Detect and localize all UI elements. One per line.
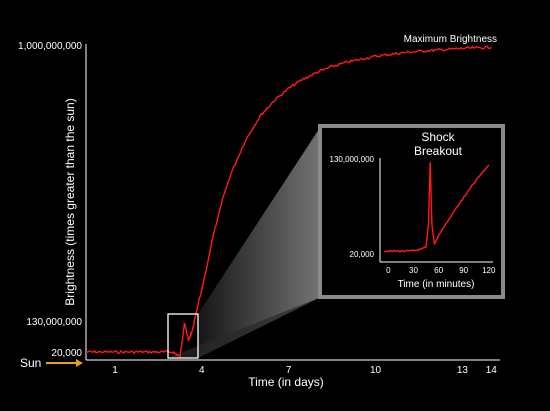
x-tick-labels: 1 4 7 10 13 14 (112, 365, 497, 376)
y-axis-label: Brightness (times greater than the sun) (63, 98, 77, 305)
inset-title: Shock Breakout (414, 130, 463, 158)
zoom-cone-bottom (168, 297, 321, 358)
x-axis-label: Time (in days) (248, 375, 324, 389)
x-tick-label-1: 1 (112, 365, 118, 376)
x-tick-label-4: 4 (199, 365, 205, 376)
inset-x-tick-label-30: 30 (409, 266, 418, 275)
x-tick-label-7: 7 (286, 365, 292, 376)
inset-y-tick-label-20000: 20,000 (350, 250, 375, 259)
inset-x-tick-label-60: 60 (434, 266, 443, 275)
inset-frame-inner (322, 128, 501, 295)
inset-panel: 20,000 130,000,000 0 30 60 90 120 Time (in m… (318, 124, 505, 299)
zoom-box (167, 313, 199, 359)
inset-y-tick-label-130000000: 130,000,000 (330, 155, 375, 164)
x-tick-label-14: 14 (486, 365, 498, 376)
inset-x-tick-labels: 0 30 60 90 120 (386, 266, 496, 275)
x-tick-label-13: 13 (457, 365, 469, 376)
sun-arrow-icon (46, 359, 83, 367)
y-tick-label-130000000: 130,000,000 (26, 317, 82, 328)
y-tick-label-20000: 20,000 (51, 348, 82, 359)
max-brightness-label: Maximum Brightness (404, 34, 497, 45)
sun-label: Sun (20, 356, 41, 370)
y-tick-label-1000000000: 1,000,000,000 (18, 41, 82, 52)
x-tick-label-10: 10 (370, 365, 382, 376)
inset-title-line-1: Shock (421, 130, 455, 144)
inset-brightness-line (384, 161, 490, 253)
inset-x-axis-label: Time (in minutes) (398, 279, 475, 290)
inset-x-tick-label-0: 0 (386, 266, 391, 275)
zoom-connector (168, 126, 321, 358)
inset-x-tick-label-90: 90 (459, 266, 468, 275)
inset-x-tick-label-120: 120 (482, 266, 496, 275)
zoom-cone (198, 126, 321, 358)
inset-title-line-2: Breakout (414, 144, 463, 158)
